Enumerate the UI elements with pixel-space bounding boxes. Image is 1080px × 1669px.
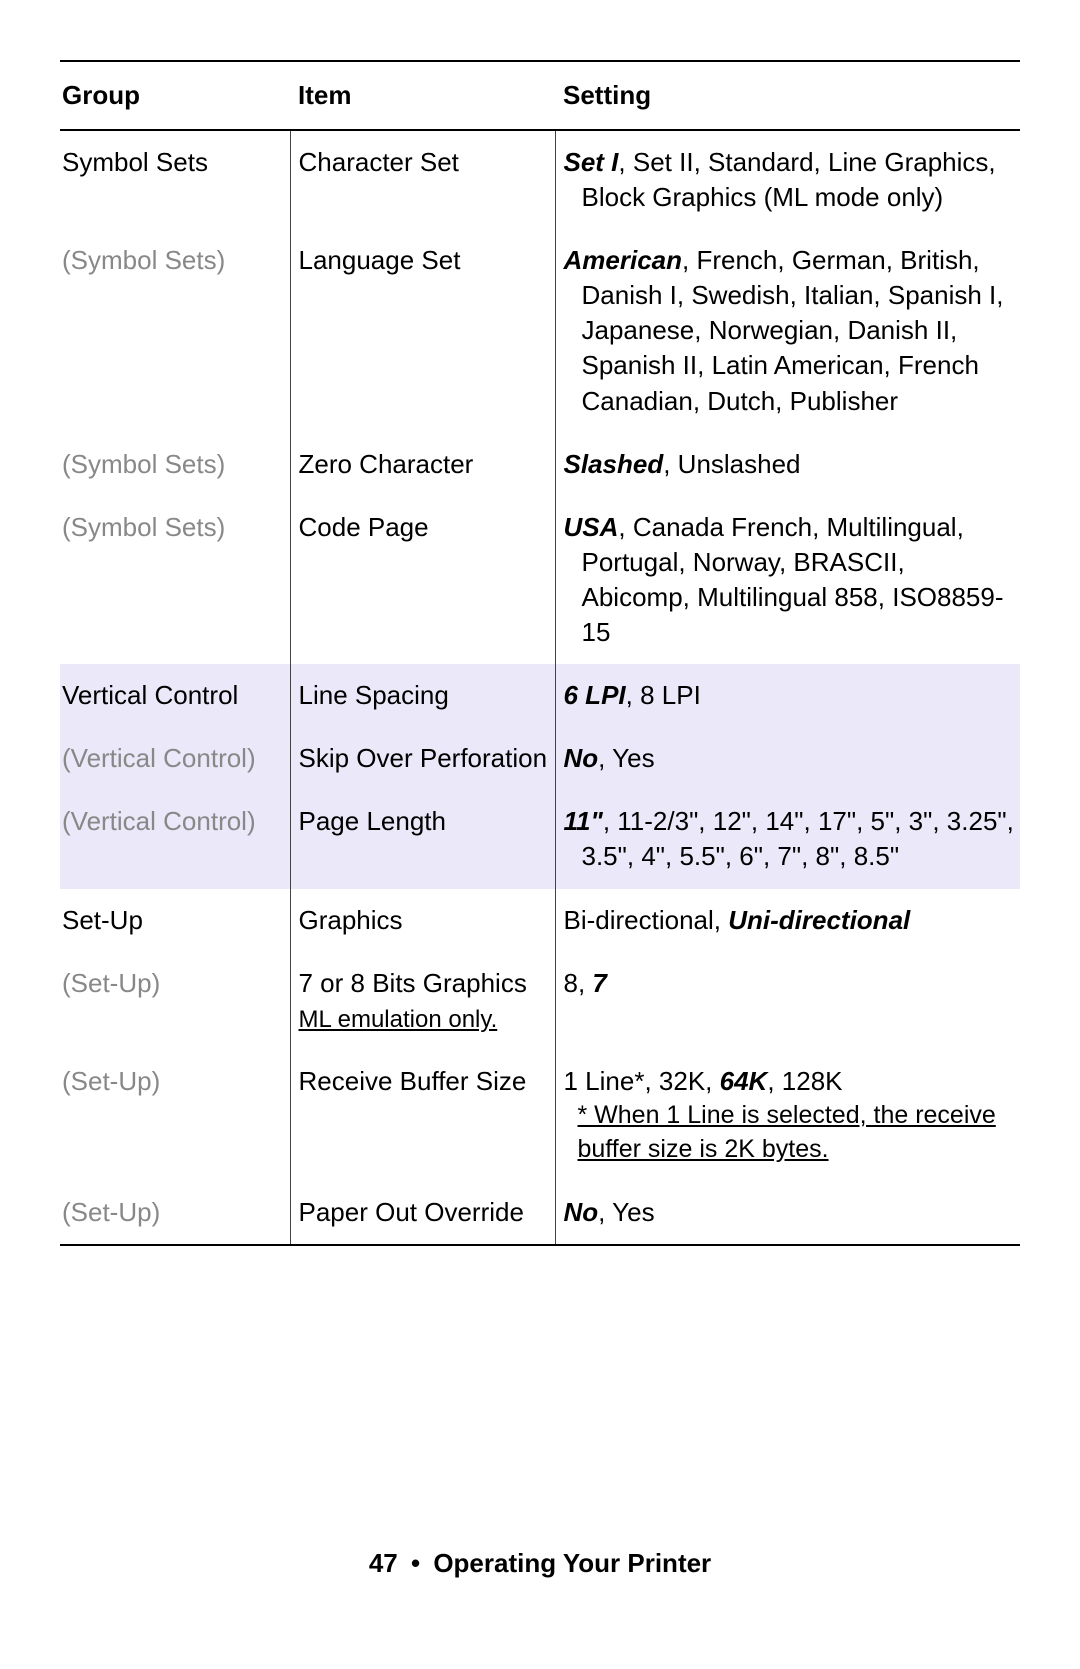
table-row: (Set-Up) Receive Buffer Size 1 Line*, 32… bbox=[60, 1050, 1020, 1181]
setting-default: Slashed bbox=[564, 449, 664, 479]
setting-pre: 1 Line*, 32K, bbox=[564, 1066, 720, 1096]
footer-separator: • bbox=[411, 1548, 420, 1578]
header-item: Item bbox=[290, 61, 555, 130]
cell-setting: 8, 7 bbox=[555, 952, 1020, 1050]
setting-rest: , Yes bbox=[598, 1197, 654, 1227]
cell-group: (Vertical Control) bbox=[60, 727, 290, 790]
cell-item: Page Length bbox=[290, 790, 555, 888]
table-row: (Set-Up) 7 or 8 Bits Graphics ML emulati… bbox=[60, 952, 1020, 1050]
setting-rest: , Unslashed bbox=[663, 449, 800, 479]
cell-group: (Set-Up) bbox=[60, 1181, 290, 1245]
setting-default: No bbox=[564, 1197, 599, 1227]
setting-default: USA bbox=[564, 512, 619, 542]
header-setting: Setting bbox=[555, 61, 1020, 130]
cell-group: (Symbol Sets) bbox=[60, 229, 290, 432]
cell-item: Code Page bbox=[290, 496, 555, 664]
cell-item: Line Spacing bbox=[290, 664, 555, 727]
cell-group: Set-Up bbox=[60, 889, 290, 952]
setting-default: 7 bbox=[592, 968, 606, 998]
cell-group: (Symbol Sets) bbox=[60, 496, 290, 664]
cell-setting: Slashed, Unslashed bbox=[555, 433, 1020, 496]
cell-item: Receive Buffer Size bbox=[290, 1050, 555, 1181]
table-row: (Symbol Sets) Zero Character Slashed, Un… bbox=[60, 433, 1020, 496]
header-group: Group bbox=[60, 61, 290, 130]
item-subnote: ML emulation only. bbox=[299, 1006, 498, 1033]
table-row: (Vertical Control) Page Length 11", 11-2… bbox=[60, 790, 1020, 888]
cell-group: Vertical Control bbox=[60, 664, 290, 727]
setting-pre: Bi-directional, bbox=[564, 905, 729, 935]
cell-group: (Symbol Sets) bbox=[60, 433, 290, 496]
table-row: Vertical Control Line Spacing 6 LPI, 8 L… bbox=[60, 664, 1020, 727]
cell-item: 7 or 8 Bits Graphics ML emulation only. bbox=[290, 952, 555, 1050]
cell-item: Character Set bbox=[290, 130, 555, 229]
setting-default: 11" bbox=[564, 806, 603, 836]
document-page: Group Item Setting Symbol Sets Character… bbox=[0, 0, 1080, 1669]
cell-group: (Vertical Control) bbox=[60, 790, 290, 888]
cell-item: Language Set bbox=[290, 229, 555, 432]
cell-item: Graphics bbox=[290, 889, 555, 952]
setting-rest: , Set II, Standard, Line Graphics, Block… bbox=[582, 147, 996, 212]
cell-setting: No, Yes bbox=[555, 1181, 1020, 1245]
cell-group: Symbol Sets bbox=[60, 130, 290, 229]
setting-post: , 128K bbox=[767, 1066, 842, 1096]
cell-setting: Set I, Set II, Standard, Line Graphics, … bbox=[555, 130, 1020, 229]
cell-setting: USA, Canada French, Multilingual, Portug… bbox=[555, 496, 1020, 664]
footer-title: Operating Your Printer bbox=[433, 1548, 711, 1578]
table-row: Symbol Sets Character Set Set I, Set II,… bbox=[60, 130, 1020, 229]
settings-table: Group Item Setting Symbol Sets Character… bbox=[60, 60, 1020, 1246]
setting-rest: , Canada French, Multilingual, Portugal,… bbox=[582, 512, 1004, 647]
cell-setting: No, Yes bbox=[555, 727, 1020, 790]
cell-item: Paper Out Override bbox=[290, 1181, 555, 1245]
setting-footnote: * When 1 Line is selected, the receive b… bbox=[564, 1099, 1019, 1167]
cell-setting: 1 Line*, 32K, 64K, 128K * When 1 Line is… bbox=[555, 1050, 1020, 1181]
setting-rest: , 8 LPI bbox=[626, 680, 701, 710]
setting-default: American bbox=[564, 245, 683, 275]
cell-setting: 11", 11-2/3", 12", 14", 17", 5", 3", 3.2… bbox=[555, 790, 1020, 888]
setting-default: 64K bbox=[720, 1066, 768, 1096]
cell-setting: Bi-directional, Uni-directional bbox=[555, 889, 1020, 952]
setting-default: No bbox=[564, 743, 599, 773]
cell-item: Skip Over Perforation bbox=[290, 727, 555, 790]
table-row: (Vertical Control) Skip Over Perforation… bbox=[60, 727, 1020, 790]
setting-default: Uni-directional bbox=[728, 905, 910, 935]
cell-group: (Set-Up) bbox=[60, 1050, 290, 1181]
setting-pre: 8, bbox=[564, 968, 593, 998]
table-row: (Set-Up) Paper Out Override No, Yes bbox=[60, 1181, 1020, 1245]
setting-rest: , 11-2/3", 12", 14", 17", 5", 3", 3.25",… bbox=[582, 806, 1014, 871]
setting-default: 6 LPI bbox=[564, 680, 626, 710]
setting-default: Set I bbox=[564, 147, 619, 177]
table-row: (Symbol Sets) Code Page USA, Canada Fren… bbox=[60, 496, 1020, 664]
table-row: (Symbol Sets) Language Set American, Fre… bbox=[60, 229, 1020, 432]
table-row: Set-Up Graphics Bi-directional, Uni-dire… bbox=[60, 889, 1020, 952]
cell-group: (Set-Up) bbox=[60, 952, 290, 1050]
cell-item: Zero Character bbox=[290, 433, 555, 496]
cell-setting: American, French, German, British, Danis… bbox=[555, 229, 1020, 432]
page-footer: 47 • Operating Your Printer bbox=[0, 1548, 1080, 1579]
cell-setting: 6 LPI, 8 LPI bbox=[555, 664, 1020, 727]
table-header-row: Group Item Setting bbox=[60, 61, 1020, 130]
page-number: 47 bbox=[369, 1548, 398, 1578]
setting-rest: , Yes bbox=[598, 743, 654, 773]
